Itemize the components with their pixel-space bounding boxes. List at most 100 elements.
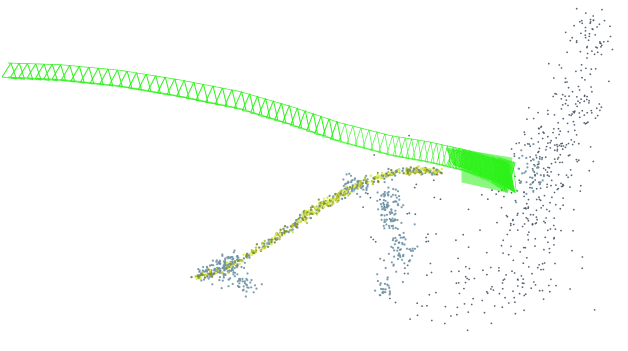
cloud-point <box>579 50 582 53</box>
cloud-point <box>366 192 369 195</box>
camera-frustum-edge <box>230 106 235 108</box>
camera-frustum-edge <box>259 114 263 116</box>
camera-frustum-edge <box>360 127 366 149</box>
cloud-point <box>245 290 248 293</box>
cloud-point <box>410 170 413 173</box>
cloud-point <box>223 261 226 264</box>
cloud-point <box>387 194 390 197</box>
camera-frustum-edge <box>80 66 90 83</box>
cloud-point <box>201 273 204 277</box>
cloud-point <box>524 144 526 146</box>
cloud-point <box>482 269 484 272</box>
camera-frustum-edge <box>367 148 371 150</box>
camera-frustum-edge <box>181 79 185 82</box>
cloud-point <box>380 171 384 175</box>
cloud-point <box>532 189 535 192</box>
cloud-point <box>518 292 521 295</box>
cloud-point <box>369 174 373 177</box>
cloud-point <box>196 275 199 278</box>
cloud-point <box>440 167 443 171</box>
camera-frustum-edge <box>301 109 305 112</box>
cloud-point <box>559 130 562 133</box>
cloud-point <box>524 293 527 296</box>
camera-trajectory <box>1 62 517 194</box>
camera-frustum-edge <box>411 139 419 160</box>
camera-frustum-edge <box>339 122 343 124</box>
camera-frustum-edge <box>243 92 247 94</box>
cloud-point <box>467 246 470 249</box>
cloud-point <box>575 41 578 44</box>
camera-frustum-edge <box>328 118 334 139</box>
camera-frustum-edge <box>436 163 439 165</box>
cloud-point <box>387 167 390 171</box>
cloud-point <box>498 292 501 295</box>
camera-frustum-edge <box>147 75 157 92</box>
cloud-point <box>561 104 564 106</box>
cloud-point <box>485 251 488 254</box>
cloud-point <box>356 192 359 195</box>
cloud-point <box>516 214 519 217</box>
cloud-point <box>444 305 447 308</box>
cloud-point <box>543 262 546 264</box>
cloud-point <box>343 193 346 196</box>
camera-frustum-edge <box>161 76 166 78</box>
cloud-point <box>547 166 549 169</box>
cloud-point <box>556 143 558 146</box>
cloud-point <box>581 76 583 79</box>
cloud-point <box>507 253 510 256</box>
camera-frustum-edge <box>334 120 338 123</box>
cloud-point <box>516 189 519 192</box>
cloud-point <box>238 282 241 285</box>
cloud-point <box>486 292 489 295</box>
cloud-point <box>425 236 427 239</box>
cloud-point <box>311 205 314 208</box>
cloud-point <box>571 113 573 115</box>
camera-frustum-edge <box>322 118 330 137</box>
cloud-point <box>548 247 551 250</box>
cloud-point <box>531 176 534 179</box>
camera-frustum-edge <box>174 94 179 97</box>
cloud-point <box>549 147 552 149</box>
cloud-point <box>393 213 396 216</box>
camera-frustum-edge <box>262 97 266 100</box>
cloud-point <box>519 180 523 183</box>
cloud-point <box>590 68 593 70</box>
camera-frustum-edge <box>80 81 94 85</box>
camera-frustum-edge <box>141 73 146 75</box>
cloud-point <box>472 297 474 300</box>
camera-frustum-edge <box>99 83 113 87</box>
camera-frustum-edge <box>304 110 310 131</box>
cloud-point <box>205 273 208 276</box>
cloud-point <box>350 187 354 190</box>
cloud-point <box>387 284 390 287</box>
cloud-point <box>385 172 388 175</box>
cloud-point <box>543 248 545 251</box>
cloud-point <box>547 113 549 116</box>
cloud-point <box>531 223 534 226</box>
cloud-point <box>550 184 552 187</box>
camera-frustum-edge <box>417 139 422 162</box>
camera-frustum-edge <box>303 128 307 130</box>
cloud-point <box>353 185 356 189</box>
cloud-point <box>502 252 504 255</box>
cloud-point <box>570 139 573 141</box>
camera-frustum-edge <box>375 131 379 133</box>
camera-frustum-edge <box>207 84 212 87</box>
cloud-point <box>527 206 530 208</box>
cloud-point <box>382 224 385 227</box>
cloud-point <box>405 247 408 250</box>
camera-frustum-edge <box>164 77 169 79</box>
cloud-point <box>501 287 504 290</box>
cloud-point <box>212 264 215 267</box>
cloud-point <box>400 221 403 224</box>
cloud-point <box>394 188 397 191</box>
camera-frustum-edge <box>248 110 252 113</box>
cloud-point <box>534 245 536 248</box>
cloud-point <box>350 189 354 192</box>
cloud-point <box>466 277 468 280</box>
cloud-point <box>548 175 550 178</box>
cloud-point <box>595 107 598 110</box>
